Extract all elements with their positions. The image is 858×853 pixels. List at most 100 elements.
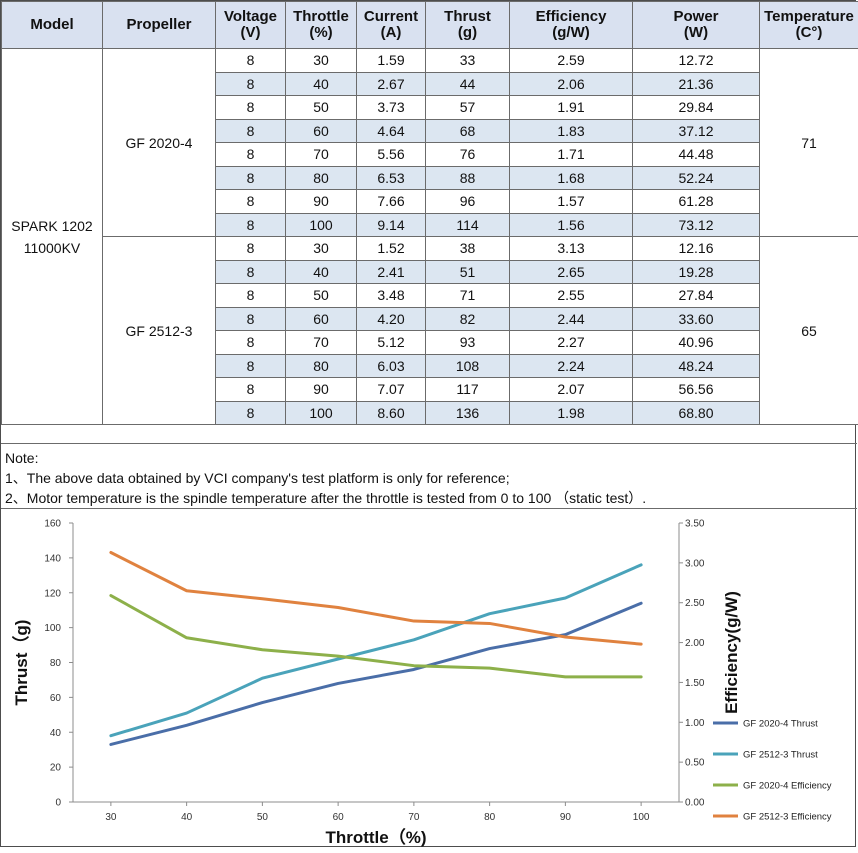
series-line-1 [111, 603, 641, 744]
cell-thrust: 44 [426, 72, 510, 96]
y2-tick-label: 1.00 [685, 718, 705, 729]
temperature-cell: 71 [760, 49, 858, 237]
x-tick-label: 60 [333, 812, 345, 823]
cell-efficiency: 3.13 [510, 237, 633, 261]
cell-throttle: 70 [286, 331, 357, 355]
x-tick-label: 70 [408, 812, 420, 823]
cell-voltage: 8 [216, 72, 286, 96]
cell-power: 12.72 [633, 49, 760, 73]
note-line-1: 1、The above data obtained by VCI company… [5, 468, 857, 488]
cell-power: 56.56 [633, 378, 760, 402]
cell-power: 29.84 [633, 96, 760, 120]
note-line-2: 2、Motor temperature is the spindle tempe… [5, 488, 857, 508]
cell-voltage: 8 [216, 354, 286, 378]
y-tick-label: 20 [50, 763, 62, 774]
cell-power: 73.12 [633, 213, 760, 237]
cell-thrust: 114 [426, 213, 510, 237]
model-line: 11000KV [2, 237, 102, 259]
cell-voltage: 8 [216, 119, 286, 143]
cell-voltage: 8 [216, 190, 286, 214]
x-tick-label: 30 [105, 812, 117, 823]
y-tick-label: 80 [50, 658, 62, 669]
cell-throttle: 50 [286, 96, 357, 120]
cell-power: 19.28 [633, 260, 760, 284]
x-tick-label: 100 [633, 812, 650, 823]
cell-voltage: 8 [216, 49, 286, 73]
cell-thrust: 96 [426, 190, 510, 214]
cell-thrust: 82 [426, 307, 510, 331]
cell-thrust: 68 [426, 119, 510, 143]
cell-current: 9.14 [357, 213, 426, 237]
legend-label-4: GF 2512-3 Efficiency [743, 812, 832, 823]
cell-thrust: 33 [426, 49, 510, 73]
cell-thrust: 38 [426, 237, 510, 261]
cell-voltage: 8 [216, 307, 286, 331]
cell-throttle: 50 [286, 284, 357, 308]
cell-voltage: 8 [216, 237, 286, 261]
cell-current: 2.67 [357, 72, 426, 96]
cell-thrust: 88 [426, 166, 510, 190]
thrust-efficiency-chart: 0204060801001201401600.000.501.001.502.0… [1, 509, 857, 848]
cell-throttle: 40 [286, 72, 357, 96]
y2-tick-label: 2.50 [685, 598, 705, 609]
y-tick-label: 160 [44, 519, 61, 530]
cell-throttle: 100 [286, 401, 357, 425]
x-tick-label: 50 [257, 812, 269, 823]
cell-voltage: 8 [216, 143, 286, 167]
y-axis-title: Thrust（g) [11, 620, 31, 706]
y2-tick-label: 2.00 [685, 638, 705, 649]
y2-tick-label: 0.00 [685, 798, 705, 809]
cell-efficiency: 2.65 [510, 260, 633, 284]
cell-throttle: 80 [286, 354, 357, 378]
y-tick-label: 140 [44, 553, 61, 564]
cell-current: 5.12 [357, 331, 426, 355]
cell-current: 4.20 [357, 307, 426, 331]
cell-efficiency: 2.06 [510, 72, 633, 96]
column-header-model: Model [2, 2, 103, 49]
cell-throttle: 30 [286, 237, 357, 261]
y2-tick-label: 0.50 [685, 758, 705, 769]
cell-current: 6.53 [357, 166, 426, 190]
cell-current: 3.48 [357, 284, 426, 308]
y2-tick-label: 1.50 [685, 678, 705, 689]
cell-efficiency: 2.07 [510, 378, 633, 402]
cell-efficiency: 2.27 [510, 331, 633, 355]
note-block: Note: 1、The above data obtained by VCI c… [1, 443, 857, 509]
cell-efficiency: 1.98 [510, 401, 633, 425]
cell-efficiency: 1.83 [510, 119, 633, 143]
cell-efficiency: 1.91 [510, 96, 633, 120]
cell-throttle: 90 [286, 190, 357, 214]
cell-current: 1.52 [357, 237, 426, 261]
cell-voltage: 8 [216, 331, 286, 355]
cell-throttle: 30 [286, 49, 357, 73]
cell-power: 21.36 [633, 72, 760, 96]
cell-throttle: 60 [286, 119, 357, 143]
cell-voltage: 8 [216, 260, 286, 284]
column-header-current: Current(A) [357, 2, 426, 49]
column-header-voltage: Voltage(V) [216, 2, 286, 49]
cell-power: 48.24 [633, 354, 760, 378]
cell-thrust: 76 [426, 143, 510, 167]
cell-voltage: 8 [216, 166, 286, 190]
cell-thrust: 136 [426, 401, 510, 425]
cell-voltage: 8 [216, 96, 286, 120]
cell-current: 4.64 [357, 119, 426, 143]
cell-power: 27.84 [633, 284, 760, 308]
x-tick-label: 40 [181, 812, 193, 823]
cell-current: 2.41 [357, 260, 426, 284]
cell-throttle: 90 [286, 378, 357, 402]
cell-efficiency: 1.56 [510, 213, 633, 237]
x-axis-title: Throttle（%) [325, 827, 426, 847]
y-tick-label: 0 [55, 798, 61, 809]
y-tick-label: 100 [44, 623, 61, 634]
cell-current: 3.73 [357, 96, 426, 120]
cell-efficiency: 1.68 [510, 166, 633, 190]
cell-thrust: 117 [426, 378, 510, 402]
cell-thrust: 93 [426, 331, 510, 355]
cell-power: 61.28 [633, 190, 760, 214]
temperature-cell: 65 [760, 237, 858, 425]
